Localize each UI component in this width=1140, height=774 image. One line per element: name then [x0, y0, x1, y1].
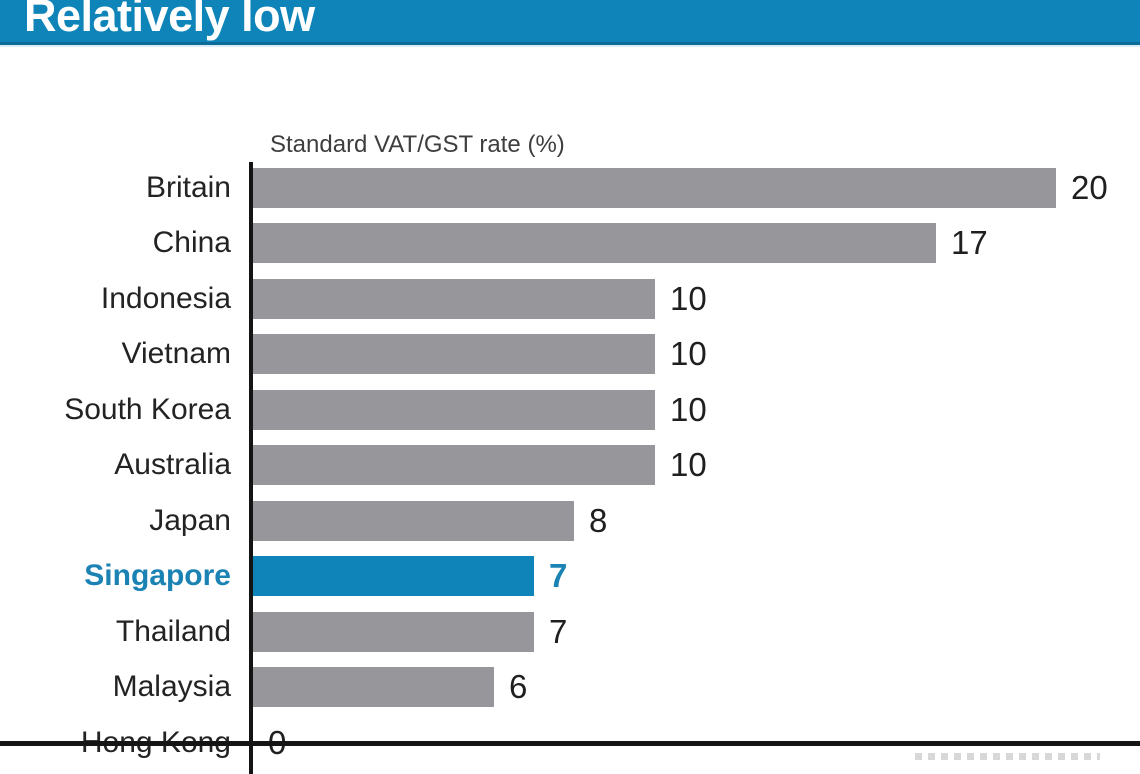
bar — [253, 223, 936, 264]
bar — [253, 445, 655, 486]
y-axis-line — [249, 162, 253, 774]
chart-row: Britain 20 — [0, 160, 1140, 216]
value-label: 7 — [549, 557, 568, 595]
category-label: Australia — [114, 448, 231, 482]
chart-row: Singapore 7 — [0, 549, 1140, 605]
category-label: China — [152, 226, 231, 260]
value-label: 6 — [509, 668, 528, 706]
bar-area: 10 — [253, 389, 1140, 430]
category-label: Japan — [149, 503, 231, 537]
value-label: 20 — [1071, 168, 1108, 206]
chart-row: China 17 — [0, 216, 1140, 272]
cropped-source-text — [915, 753, 1100, 760]
bar — [253, 556, 534, 597]
bar-area: 10 — [253, 334, 1140, 375]
chart-row: Malaysia 6 — [0, 660, 1140, 716]
category-label: Malaysia — [112, 670, 231, 704]
category-label: Thailand — [115, 614, 231, 648]
chart-title: Relatively low — [24, 0, 315, 41]
bar — [253, 167, 1056, 208]
axis-title: Standard VAT/GST rate (%) — [270, 131, 565, 158]
value-label: 8 — [589, 501, 608, 539]
value-label: 10 — [670, 390, 707, 428]
bar-area: 10 — [253, 445, 1140, 486]
bar — [253, 667, 494, 708]
bar-area: 10 — [253, 278, 1140, 319]
chart-row: Japan 8 — [0, 493, 1140, 549]
chart-rows: Britain 20 China 17 Indonesia 10 Vietnam… — [0, 160, 1140, 771]
category-label: Singapore — [84, 559, 231, 593]
chart-row: Vietnam 10 — [0, 327, 1140, 383]
header-banner: Relatively low — [0, 0, 1140, 45]
bottom-rule — [0, 741, 1140, 746]
bar — [253, 389, 655, 430]
value-label: 10 — [670, 279, 707, 317]
chart-row: South Korea 10 — [0, 382, 1140, 438]
bar-area: 8 — [253, 500, 1140, 541]
category-label: Vietnam — [121, 337, 231, 371]
category-label: Britain — [145, 170, 231, 204]
chart-row: Thailand 7 — [0, 604, 1140, 660]
bar — [253, 334, 655, 375]
value-label: 10 — [670, 446, 707, 484]
bar-area: 7 — [253, 556, 1140, 597]
category-label: Indonesia — [100, 281, 231, 315]
bar-area: 7 — [253, 611, 1140, 652]
bar-area: 20 — [253, 167, 1140, 208]
chart-row: Australia 10 — [0, 438, 1140, 494]
chart-row: Indonesia 10 — [0, 271, 1140, 327]
bar — [253, 278, 655, 319]
banner-glow-strip — [0, 45, 1140, 47]
vat-gst-bar-chart: Standard VAT/GST rate (%) Britain 20 Chi… — [0, 47, 1140, 774]
category-label: South Korea — [64, 392, 231, 426]
bar — [253, 500, 574, 541]
bar-area: 6 — [253, 667, 1140, 708]
bar — [253, 611, 534, 652]
value-label: 17 — [951, 224, 988, 262]
value-label: 7 — [549, 612, 568, 650]
bar-area: 17 — [253, 223, 1140, 264]
value-label: 10 — [670, 335, 707, 373]
